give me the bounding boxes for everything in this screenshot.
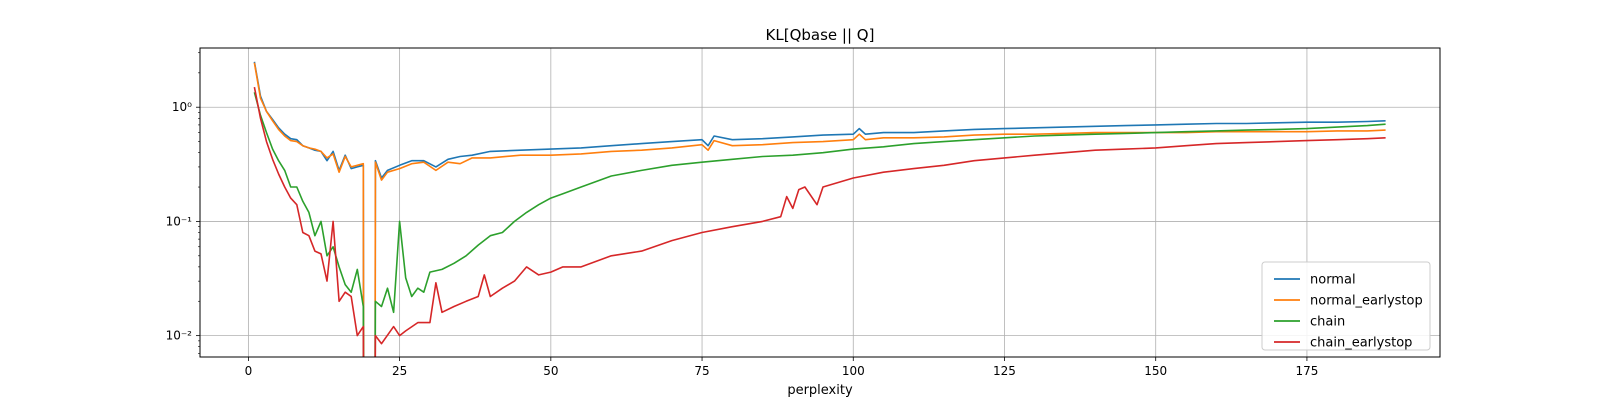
series-line-normal xyxy=(253,61,1386,357)
legend-label-chain_earlystop: chain_earlystop xyxy=(1310,336,1412,351)
legend-label-chain: chain xyxy=(1310,315,1345,330)
series-line-normal_earlystop xyxy=(253,62,1386,357)
axis-ticks: 0 25 50 75 100 125 150 175 10⁻² 10⁻¹ 10⁰ xyxy=(166,52,1318,378)
series-line-chain_earlystop xyxy=(253,86,1386,357)
x-tick-label: 150 xyxy=(1144,364,1167,378)
x-tick-label: 75 xyxy=(694,364,709,378)
plot-frame xyxy=(199,47,1441,358)
y-tick-label: 10⁻¹ xyxy=(166,214,193,228)
y-tick-label: 10⁻² xyxy=(166,329,193,343)
x-tick-label: 175 xyxy=(1295,364,1318,378)
x-tick-label: 25 xyxy=(392,364,407,378)
series-line-chain xyxy=(253,92,1386,357)
legend-box xyxy=(1261,261,1431,351)
series-lines xyxy=(253,61,1386,357)
x-tick-label: 100 xyxy=(842,364,865,378)
legend-label-normal_earlystop: normal_earlystop xyxy=(1310,294,1423,309)
legend-label-normal: normal xyxy=(1310,273,1356,288)
chart-title: KL[Qbase || Q] xyxy=(766,26,875,44)
x-tick-label: 0 xyxy=(245,364,253,378)
y-tick-label: 10⁰ xyxy=(172,100,192,114)
x-tick-label: 50 xyxy=(543,364,558,378)
grid-lines xyxy=(200,48,1440,357)
x-axis-title: perplexity xyxy=(787,383,853,398)
x-tick-label: 125 xyxy=(993,364,1016,378)
